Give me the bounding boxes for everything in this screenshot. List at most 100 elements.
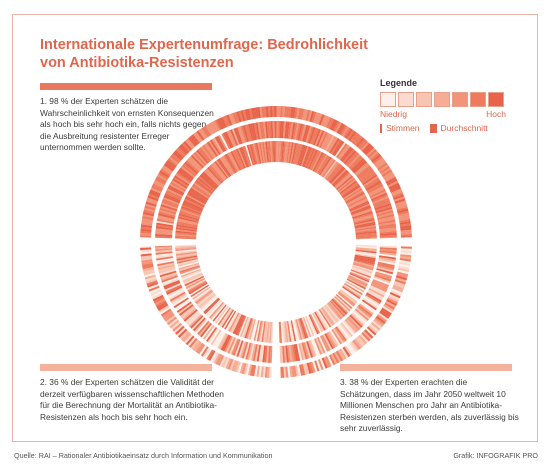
- vote-mark: [162, 196, 180, 205]
- vote-mark: [168, 318, 179, 327]
- vote-mark: [346, 152, 360, 167]
- vote-mark: [247, 318, 255, 340]
- vote-mark: [161, 200, 179, 208]
- vote-mark: [317, 131, 327, 148]
- vote-mark: [206, 141, 218, 157]
- vote-mark: [219, 133, 230, 150]
- vote-mark: [340, 146, 353, 162]
- vote-mark: [238, 340, 246, 358]
- vote-mark: [377, 216, 395, 222]
- vote-mark: [213, 304, 228, 323]
- vote-mark: [222, 310, 236, 329]
- vote-mark: [199, 322, 212, 338]
- vote-mark: [326, 136, 337, 152]
- vote-mark: [328, 301, 344, 319]
- vote-mark: [292, 143, 299, 165]
- vote-mark: [302, 124, 309, 142]
- vote-mark: [284, 321, 289, 343]
- vote-mark: [350, 158, 365, 172]
- vote-mark: [356, 336, 366, 346]
- vote-mark: [398, 263, 410, 269]
- vote-mark: [187, 336, 196, 347]
- vote-mark: [378, 255, 396, 260]
- vote-mark: [194, 289, 213, 304]
- vote-mark: [391, 190, 403, 197]
- vote-mark: [143, 268, 155, 274]
- vote-mark: [338, 324, 350, 340]
- vote-mark: [346, 278, 366, 290]
- vote-mark: [341, 147, 354, 163]
- vote-mark: [186, 158, 201, 172]
- vote-mark: [296, 144, 304, 165]
- vote-mark: [221, 309, 234, 328]
- vote-mark: [325, 303, 341, 322]
- vote-mark: [330, 167, 346, 184]
- vote-mark: [274, 140, 277, 163]
- vote-mark: [285, 141, 290, 163]
- vote-mark: [211, 138, 223, 154]
- vote-mark: [267, 321, 271, 343]
- vote-mark: [297, 108, 303, 120]
- vote-mark: [354, 162, 369, 175]
- vote-mark: [328, 354, 336, 366]
- vote-mark: [343, 186, 362, 200]
- vote-mark: [358, 334, 368, 345]
- vote-mark: [306, 315, 316, 336]
- vote-mark: [287, 142, 293, 164]
- vote-mark: [194, 318, 207, 333]
- vote-mark: [299, 342, 306, 360]
- vote-mark: [181, 142, 191, 152]
- vote-mark: [362, 298, 378, 309]
- vote-mark: [220, 116, 227, 128]
- vote-mark: [330, 353, 338, 365]
- vote-mark: [379, 248, 397, 253]
- vote-mark: [175, 230, 197, 235]
- vote-mark: [322, 133, 332, 150]
- vote-mark: [282, 106, 286, 118]
- vote-mark: [231, 150, 243, 171]
- vote-mark: [276, 141, 279, 163]
- vote-mark: [164, 281, 181, 290]
- vote-mark: [385, 300, 396, 309]
- vote-mark: [246, 144, 255, 166]
- vote-mark: [230, 113, 237, 125]
- vote-mark: [293, 344, 299, 362]
- vote-mark: [229, 313, 241, 333]
- vote-mark: [156, 257, 174, 263]
- vote-mark: [333, 141, 345, 157]
- vote-mark: [343, 284, 362, 297]
- vote-mark: [210, 163, 226, 181]
- vote-mark: [354, 254, 376, 260]
- vote-mark: [373, 199, 391, 208]
- vote-mark: [326, 355, 334, 367]
- vote-mark: [376, 314, 387, 323]
- vote-mark: [382, 171, 394, 179]
- vote-mark: [375, 208, 393, 215]
- vote-mark: [312, 338, 321, 356]
- vote-mark: [239, 362, 245, 374]
- vote-mark: [239, 126, 246, 143]
- vote-mark: [201, 323, 214, 339]
- vote-mark: [148, 193, 160, 200]
- vote-mark: [204, 298, 221, 315]
- vote-mark: [157, 174, 168, 182]
- vote-mark: [269, 366, 272, 378]
- vote-mark: [257, 106, 261, 119]
- vote-mark: [142, 264, 154, 270]
- vote-mark: [291, 320, 298, 341]
- vote-mark: [376, 266, 394, 273]
- vote-mark: [376, 210, 394, 217]
- vote-mark: [235, 361, 241, 373]
- vote-mark: [348, 275, 368, 286]
- vote-mark: [185, 195, 205, 207]
- vote-mark: [314, 153, 327, 173]
- vote-mark: [341, 321, 355, 336]
- vote-mark: [196, 130, 205, 141]
- vote-mark: [223, 357, 230, 369]
- vote-mark: [140, 251, 152, 255]
- legend-swatch-2: [398, 92, 414, 107]
- vote-mark: [368, 324, 378, 334]
- vote-mark: [205, 142, 217, 158]
- vote-mark: [237, 361, 243, 374]
- vote-mark: [157, 264, 175, 270]
